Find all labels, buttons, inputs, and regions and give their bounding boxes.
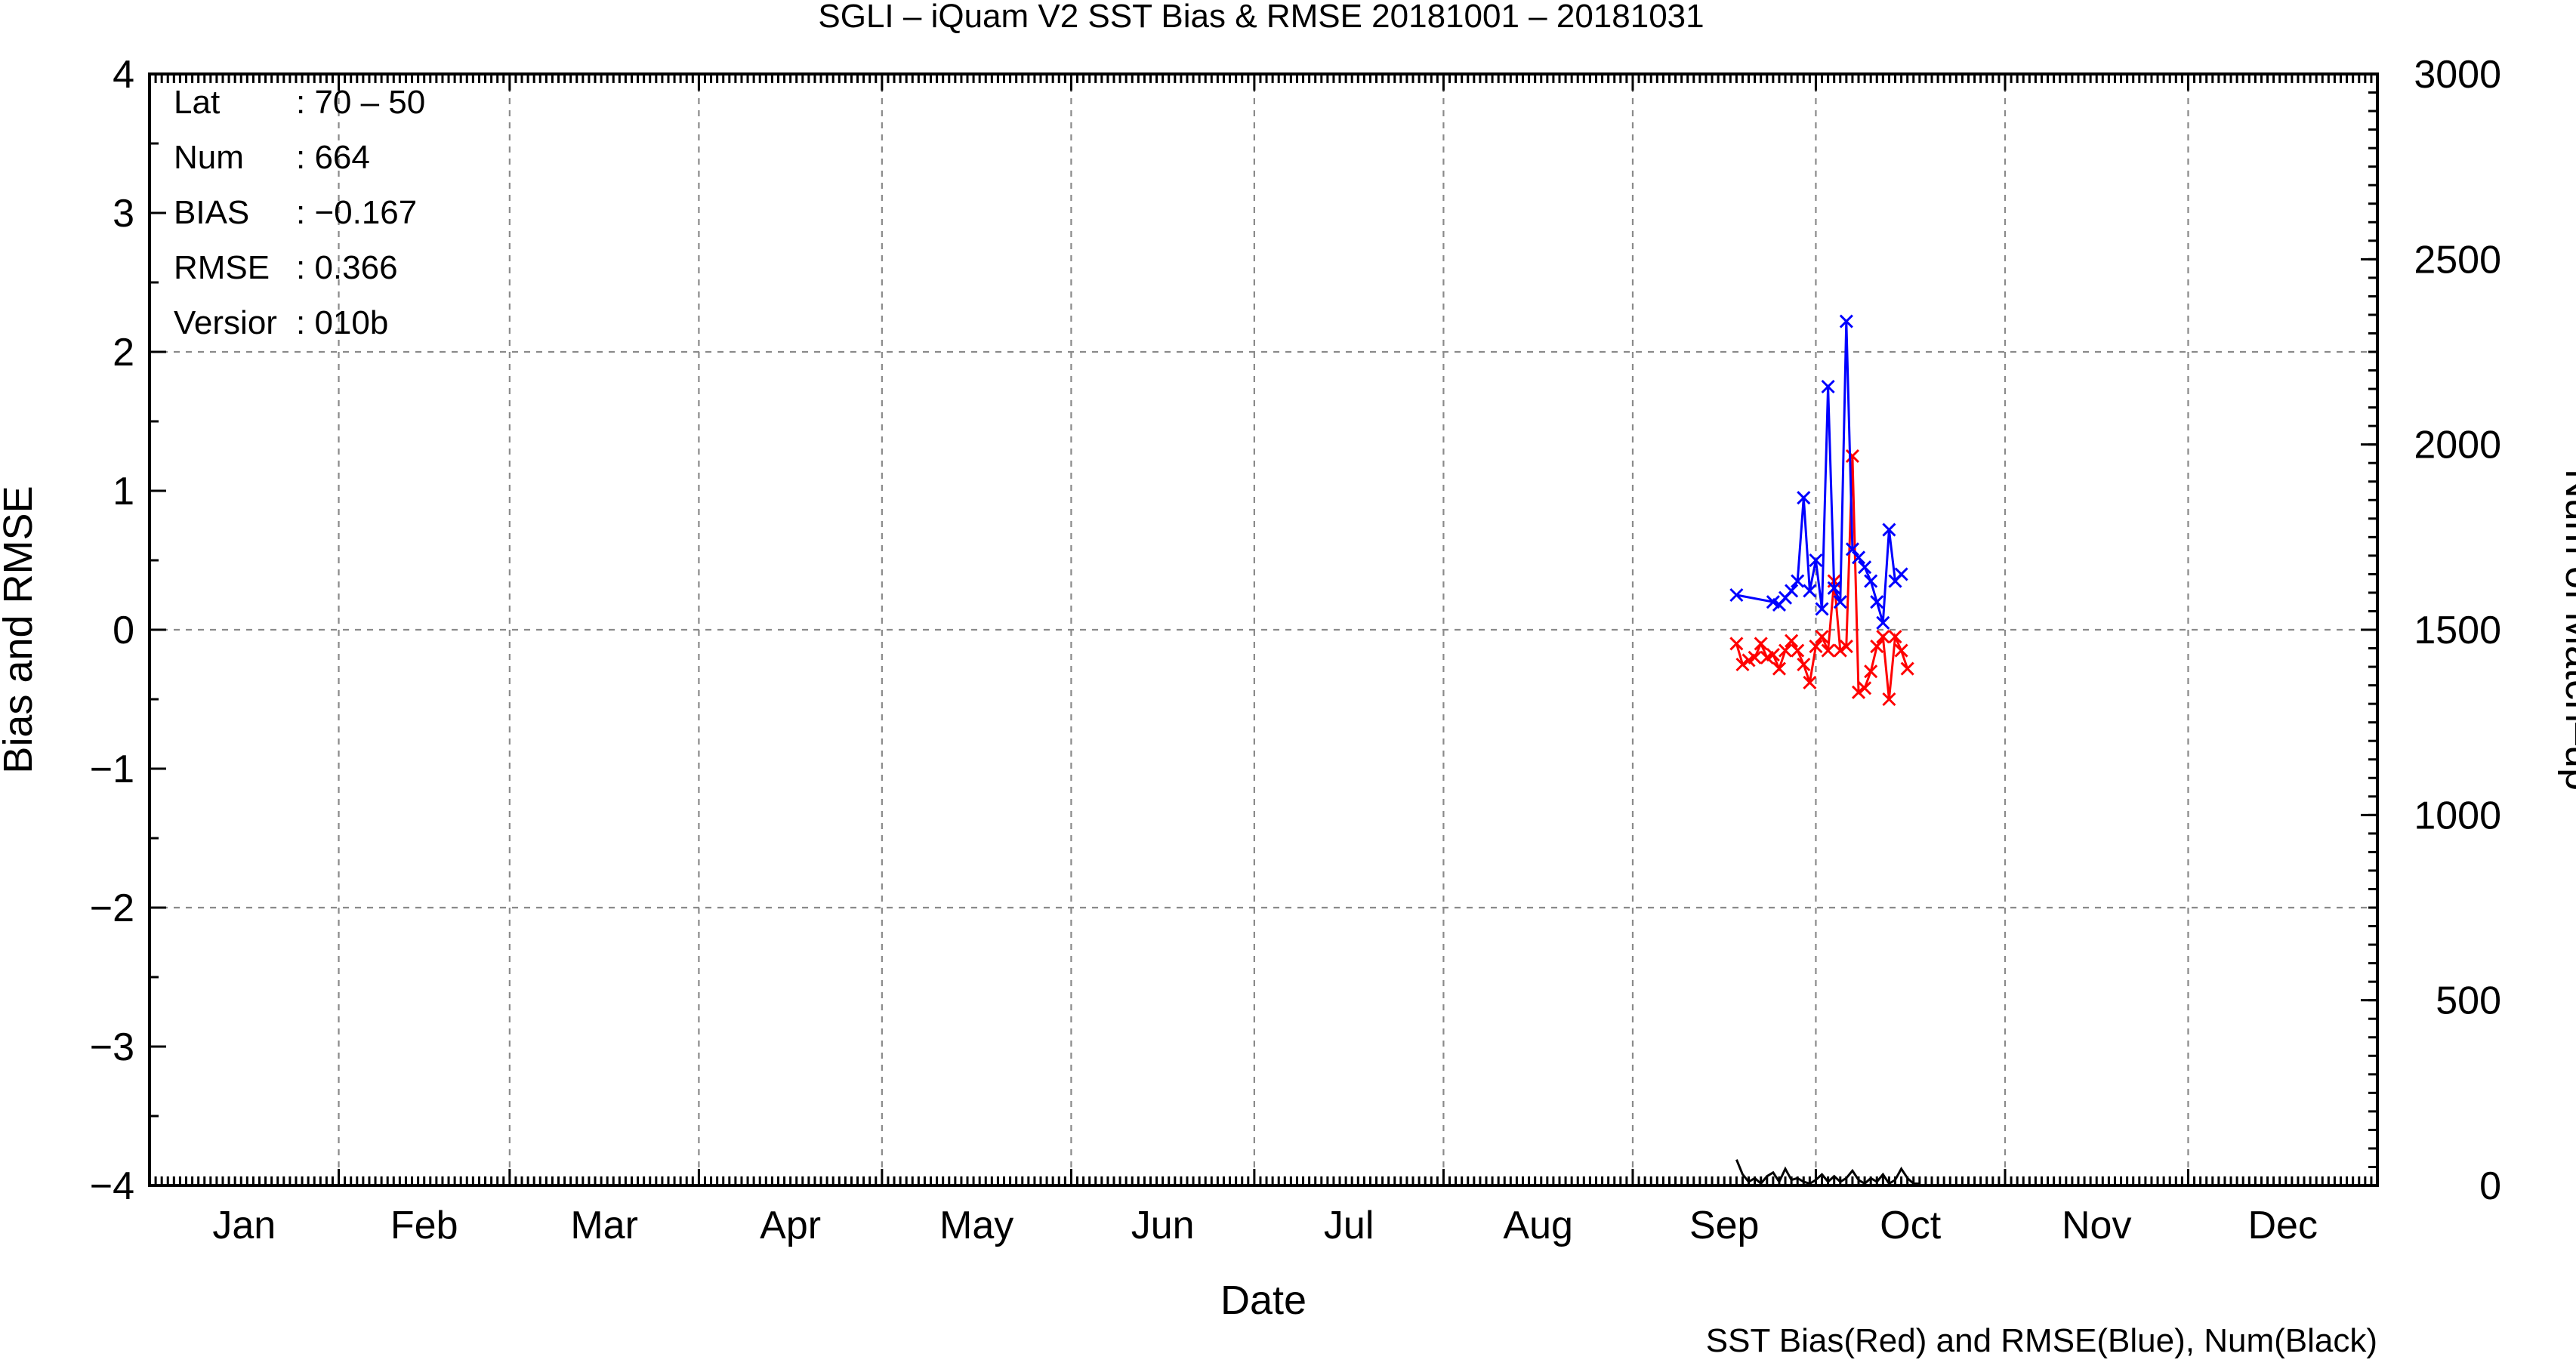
data-point-marker: [1797, 491, 1811, 505]
y2-tick-label: 3000: [2414, 53, 2501, 97]
data-point-marker: [1791, 643, 1805, 658]
info-box: Lat : 70 – 50 Num : 664 BIAS : −0.167 RMSE : 0.…: [174, 84, 425, 341]
data-point-marker: [1729, 587, 1744, 603]
data-point-marker: [1870, 640, 1884, 654]
data-point-marker: [1809, 553, 1823, 568]
data-point-marker: [1778, 643, 1793, 658]
y-tick-label: 0: [113, 609, 134, 652]
data-point-marker: [1894, 567, 1908, 581]
x-tick-label: Nov: [2062, 1204, 2131, 1247]
data-point-marker: [1839, 314, 1853, 328]
data-series: [1729, 314, 1920, 1186]
info-value: : 70 – 50: [296, 84, 425, 121]
data-point-marker: [1833, 595, 1847, 609]
info-key: Lat: [174, 84, 220, 121]
data-point-marker: [1845, 449, 1859, 464]
data-point-marker: [1729, 637, 1744, 651]
series-sst-bias: [1729, 449, 1914, 707]
data-point-marker: [1900, 661, 1914, 676]
series-caption: SST Bias(Red) and RMSE(Blue), Num(Black): [1706, 1322, 2377, 1359]
data-point-marker: [1791, 574, 1805, 588]
series-num: [1735, 1159, 1920, 1186]
data-point-marker: [1797, 657, 1811, 672]
data-point-marker: [1845, 542, 1859, 557]
data-point-marker: [1858, 560, 1872, 575]
data-point-marker: [1754, 637, 1768, 651]
data-point-marker: [1821, 643, 1835, 658]
y-tick-label: −4: [90, 1164, 134, 1208]
y-tick-label: −2: [90, 886, 134, 930]
data-point-marker: [1735, 657, 1750, 672]
data-point-marker: [1851, 550, 1866, 565]
y-tick-label: 3: [113, 192, 134, 236]
x-axis-label: Date: [1220, 1278, 1307, 1323]
axis-ticks: [148, 72, 2379, 1187]
x-tick-label: Oct: [1880, 1204, 1941, 1247]
y2-tick-label: 500: [2436, 979, 2501, 1023]
y-tick-label: 1: [113, 470, 134, 513]
x-tick-label: Sep: [1689, 1204, 1760, 1247]
x-tick-label: Jan: [212, 1204, 276, 1247]
data-point-marker: [1876, 615, 1890, 630]
data-point-marker: [1772, 661, 1787, 676]
data-point-marker: [1803, 584, 1817, 598]
data-point-marker: [1748, 650, 1762, 664]
data-point-marker: [1815, 602, 1829, 616]
y2-tick-label: 2500: [2414, 238, 2501, 282]
data-point-marker: [1876, 630, 1890, 644]
x-tick-label: Dec: [2247, 1204, 2317, 1247]
grid-lines: [150, 74, 2377, 1186]
info-value: : 0.366: [296, 249, 398, 286]
data-point-marker: [1864, 574, 1878, 588]
info-value: : 010b: [296, 304, 388, 341]
x-tick-label: May: [939, 1204, 1013, 1247]
info-key: Num: [174, 139, 244, 176]
info-value: : 664: [296, 139, 370, 176]
data-point-marker: [1870, 595, 1884, 609]
tick-labels: Jan Feb Mar Apr May Jun Jul Aug Sep Oct Nov Dec −4 −3…: [90, 53, 2501, 1247]
series-line: [1735, 1159, 1920, 1186]
x-tick-label: Mar: [570, 1204, 638, 1247]
info-key: RMSE: [174, 249, 270, 286]
y2-tick-label: 1000: [2414, 794, 2501, 837]
data-point-marker: [1785, 584, 1799, 598]
x-tick-label: Feb: [390, 1204, 458, 1247]
series-line: [1736, 321, 1902, 624]
data-point-marker: [1851, 685, 1866, 699]
data-point-marker: [1815, 630, 1829, 644]
x-tick-label: Jul: [1324, 1204, 1374, 1247]
data-point-marker: [1864, 664, 1878, 679]
data-point-marker: [1809, 640, 1823, 654]
data-point-marker: [1803, 675, 1817, 689]
data-point-marker: [1827, 581, 1841, 595]
data-point-marker: [1839, 640, 1853, 654]
data-point-marker: [1766, 648, 1780, 662]
x-tick-label: Jun: [1131, 1204, 1195, 1247]
data-point-marker: [1894, 643, 1908, 658]
y2-axis-label: Num of Match–up: [2557, 469, 2576, 791]
y2-tick-label: 2000: [2414, 424, 2501, 467]
data-point-marker: [1858, 681, 1872, 695]
y2-tick-label: 0: [2479, 1164, 2501, 1208]
info-value: : −0.167: [296, 194, 417, 231]
data-point-marker: [1888, 630, 1902, 644]
y-axis-label: Bias and RMSE: [0, 486, 41, 773]
x-tick-label: Apr: [760, 1204, 821, 1247]
y2-tick-label: 1500: [2414, 609, 2501, 652]
data-point-marker: [1882, 692, 1896, 707]
chart-title: SGLI – iQuam V2 SST Bias & RMSE 20181001…: [818, 0, 1704, 35]
data-point-marker: [1821, 379, 1835, 394]
data-point-marker: [1833, 643, 1847, 658]
y-tick-label: −1: [90, 748, 134, 791]
series-sst-rmse: [1729, 314, 1908, 630]
y-tick-label: −3: [90, 1025, 134, 1069]
y-tick-label: 2: [113, 331, 134, 375]
info-key: Versior: [174, 304, 277, 341]
info-key: BIAS: [174, 194, 249, 231]
x-tick-label: Aug: [1503, 1204, 1573, 1247]
data-point-marker: [1785, 634, 1799, 648]
y-tick-label: 4: [113, 53, 134, 97]
data-point-marker: [1882, 523, 1896, 537]
